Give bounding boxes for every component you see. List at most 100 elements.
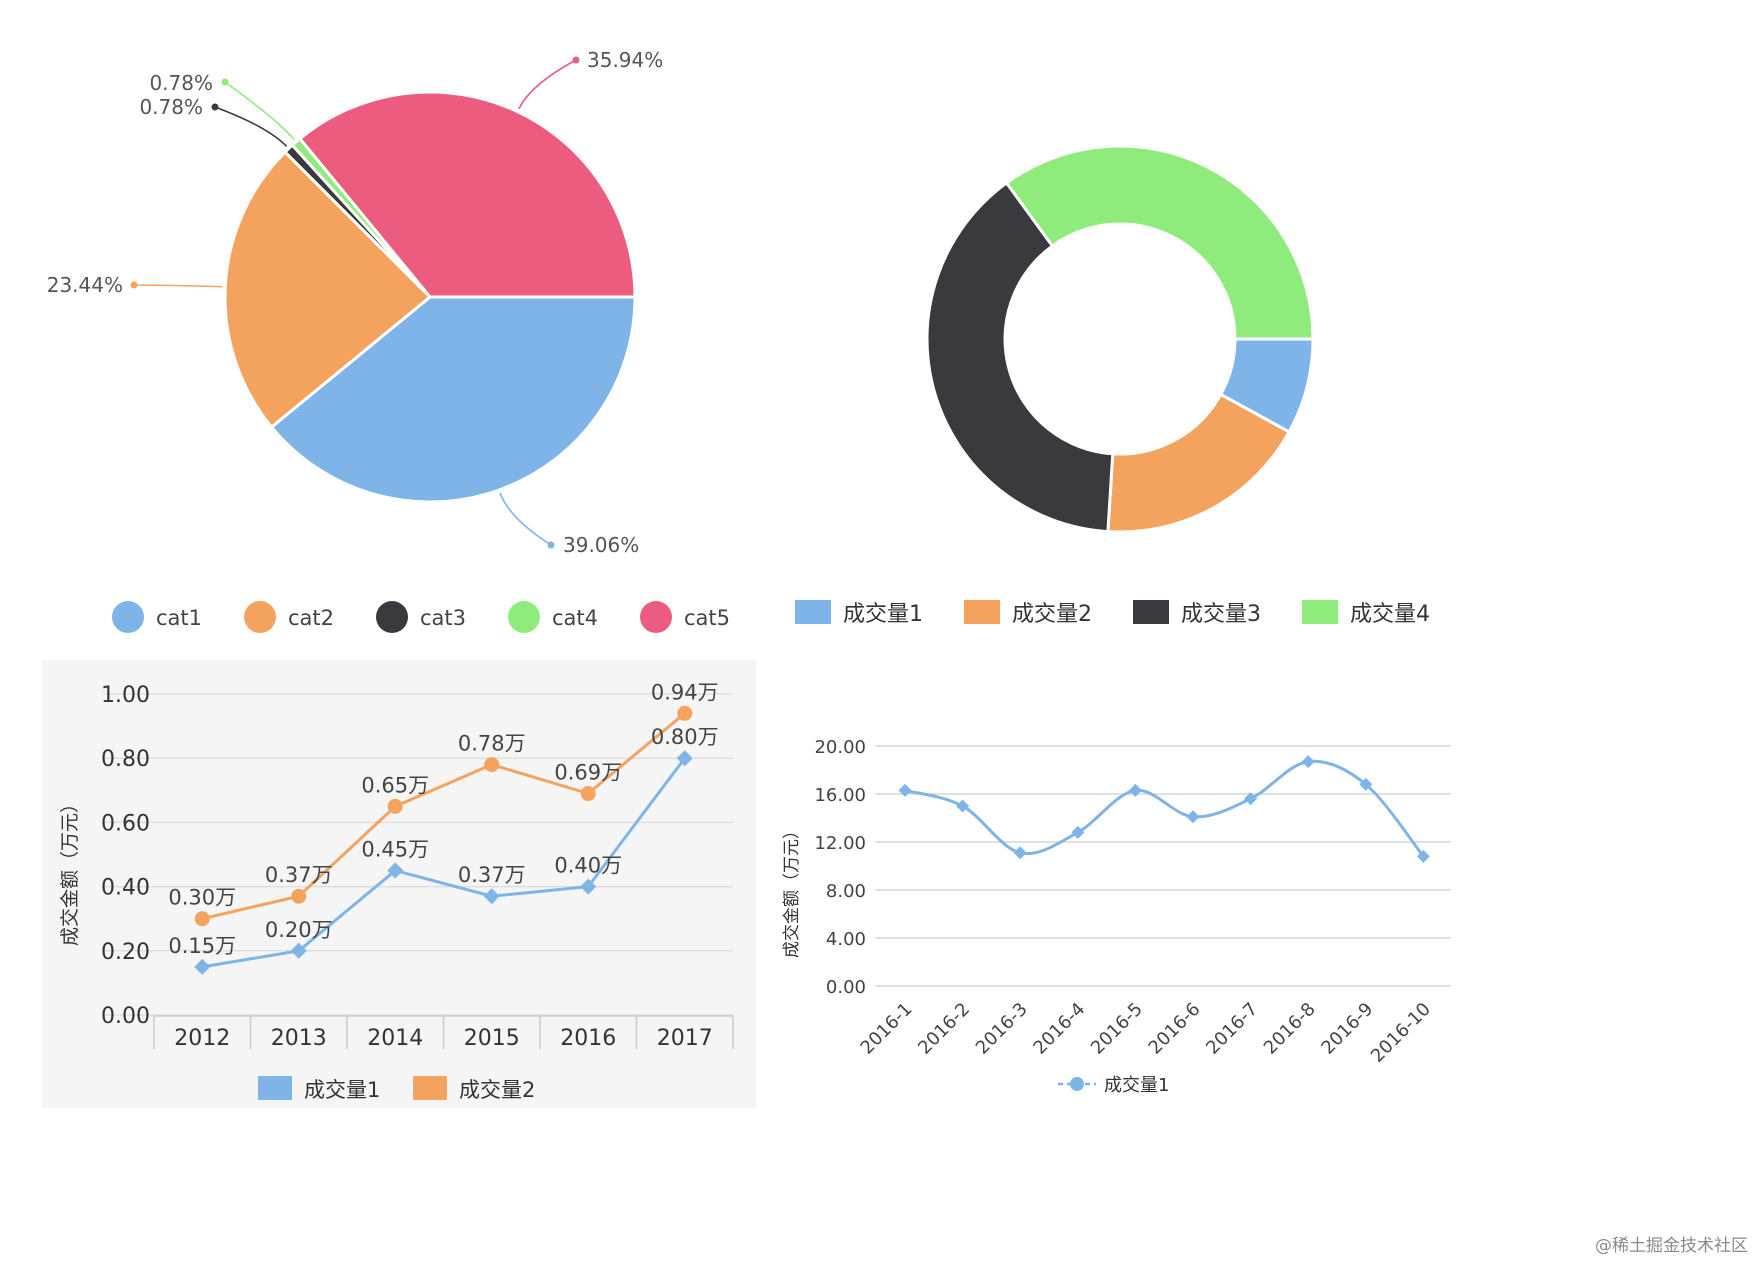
pie-legend-marker-cat2 [244,601,276,633]
series-2-point [291,888,307,904]
series-2: 0.30万 0.37万 0.65万 0.78万 0.69万 0.94万 [168,680,719,927]
pie-legend-label-cat4[interactable]: cat4 [552,606,598,630]
series-2-data-label: 0.94万 [651,680,719,704]
legend-marker [1070,1077,1084,1091]
pie-legend-label-cat1[interactable]: cat1 [156,606,202,630]
y-tick-label: 0.80 [101,747,150,772]
y-tick-label: 0.00 [826,977,866,998]
series-1-point [1071,825,1085,839]
series-1-point [1128,783,1142,797]
pie-legend[interactable]: cat1 cat2 cat3 cat4 cat5 [112,601,730,633]
donut-slice-series-4 [1004,144,1315,341]
x-tick-label: 2014 [367,1026,423,1051]
series-2-data-label: 0.65万 [361,773,429,797]
donut-legend[interactable]: 成交量1 成交量2 成交量3 成交量4 [795,600,1430,627]
pie-slice-cat5 [297,90,637,299]
x-tick-label: 2016-6 [1145,999,1205,1059]
series-2-data-label: 0.78万 [458,732,526,756]
donut-legend-marker-3 [1133,600,1169,624]
pie-legend-marker-cat5 [640,601,672,633]
line-chart-monthly-legend[interactable]: 成交量1 [1058,1075,1169,1096]
pie-label-cat2: 23.44% [47,273,123,297]
y-tick-label: 4.00 [826,929,866,950]
y-tick-label: 12.00 [814,833,866,854]
pie-label-cat1: 39.06% [563,533,639,557]
series-2-point [484,757,500,773]
pie-leader-dot-cat5 [572,56,580,64]
donut-slice-series-3 [925,180,1115,534]
series-1-point [580,878,597,895]
series-1-point [1416,849,1430,863]
y-axis-label: 成交金额（万元） [59,794,81,946]
y-tick-label: 8.00 [826,881,866,902]
legend-marker-1 [258,1076,292,1100]
series-1-point [290,942,307,959]
pie-leader-cat4 [224,81,295,141]
series-1-point [898,783,912,797]
x-tick-label: 2016-4 [1029,999,1089,1059]
series-1-data-label: 0.40万 [554,854,622,878]
pie-legend-label-cat3[interactable]: cat3 [420,606,466,630]
series-1-point [483,888,500,905]
series-1-data-label: 0.37万 [458,863,526,887]
series-2-data-label: 0.37万 [265,863,333,887]
series-1-data-label: 0.80万 [651,725,719,749]
series-2-data-label: 0.30万 [168,886,236,910]
legend-marker-2 [413,1076,447,1100]
pie-chart: 39.06% 23.44% 0.78%0.78% 35.94% [47,48,664,557]
pie-leader-cat2 [133,284,223,288]
series-2-point [677,705,693,721]
x-tick-label: 2012 [174,1026,230,1051]
x-tick-label: 2016-8 [1260,999,1320,1059]
pie-legend-marker-cat3 [376,601,408,633]
pie-leader-dot-cat2 [130,281,138,289]
legend-label-1[interactable]: 成交量1 [304,1078,380,1102]
pie-label-cat5: 35.94% [587,48,663,72]
pie-legend-marker-cat4 [508,601,540,633]
x-tick-label: 2016-1 [857,999,917,1059]
series-2-point [194,911,210,927]
series-1-data-label: 0.20万 [265,918,333,942]
x-tick-label: 2016-10 [1367,999,1435,1067]
series-1-point [1359,777,1373,791]
series-1: 0.15万 0.20万 0.45万 0.37万 0.40万 0.80万 [168,725,719,975]
legend-label-2[interactable]: 成交量2 [459,1078,535,1102]
donut-legend-marker-1 [795,600,831,624]
y-tick-label: 0.40 [101,876,150,901]
series-1-point [1244,792,1258,806]
pie-leader-dot-cat4 [221,78,229,86]
pie-leader-cat1 [499,492,552,546]
y-tick-label: 0.20 [101,940,150,965]
donut-legend-label-4[interactable]: 成交量4 [1350,602,1430,627]
series-1-line [904,759,1425,858]
pie-label-cat4: 0.78% [149,71,213,95]
line-chart-yearly: 0.00 0.20 0.40 0.60 0.80 1.00 2012 2013 2014 2015… [42,660,756,1108]
x-tick-label: 2016-2 [914,999,974,1059]
line-chart-monthly: 0.004.008.0012.0016.0020.002016-12016-22… [782,737,1451,1096]
series-1 [898,755,1430,863]
pie-leader-dot-cat3 [211,103,219,111]
donut-legend-label-1[interactable]: 成交量1 [843,602,923,627]
y-tick-label: 0.00 [101,1004,150,1029]
series-1-data-label: 0.45万 [361,838,429,862]
y-tick-label: 1.00 [101,683,150,708]
series-1-point [956,799,970,813]
y-tick-label: 20.00 [814,737,866,758]
line-chart-yearly-legend[interactable]: 成交量1 成交量2 [258,1076,535,1102]
donut-legend-label-3[interactable]: 成交量3 [1181,602,1261,627]
legend-label-1[interactable]: 成交量1 [1104,1075,1169,1096]
pie-label-cat3: 0.78% [139,95,203,119]
pie-legend-label-cat2[interactable]: cat2 [288,606,334,630]
pie-legend-label-cat5[interactable]: cat5 [684,606,730,630]
series-1-point [1013,846,1027,860]
pie-leader-cat3 [214,106,288,147]
donut-legend-label-2[interactable]: 成交量2 [1012,602,1092,627]
series-1-point [387,862,404,879]
pie-leader-cat5 [518,59,577,110]
y-axis-label: 成交金额（万元） [782,822,802,958]
series-2-line [201,712,686,921]
x-tick-label: 2013 [271,1026,327,1051]
y-tick-label: 0.60 [101,811,150,836]
